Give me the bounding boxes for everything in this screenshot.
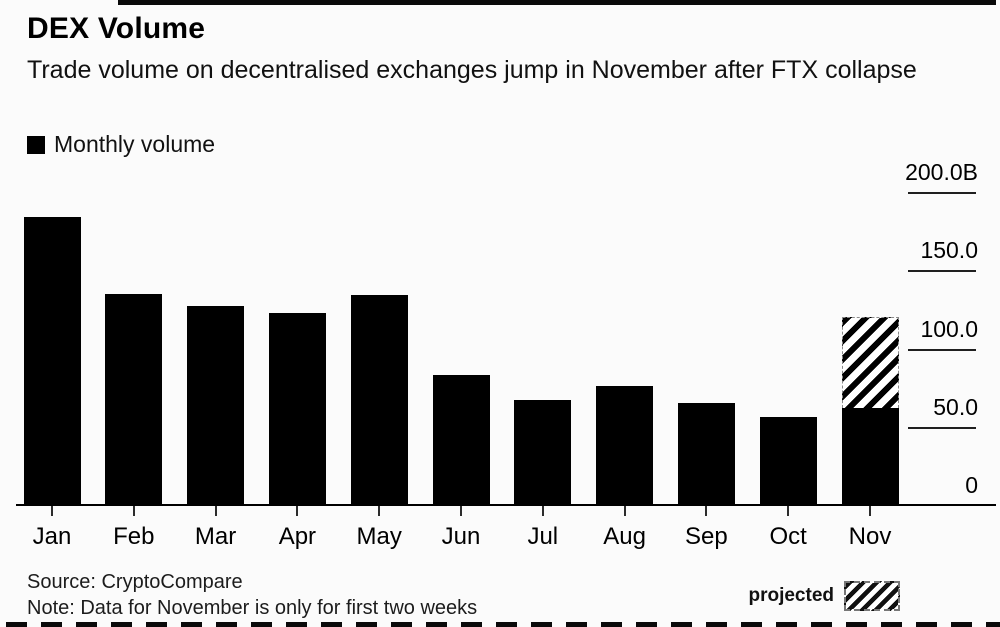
bar-mar [187, 306, 245, 505]
y-axis-tick-line [908, 426, 976, 429]
chart-subtitle: Trade volume on decentralised exchanges … [27, 56, 917, 84]
page-title: DEX Volume [27, 12, 206, 45]
y-axis-tick-label: 200.0B [905, 159, 978, 185]
x-axis-tick [869, 506, 871, 516]
x-axis-label-sep: Sep [685, 523, 728, 550]
bar-may [350, 295, 408, 505]
x-axis-label-feb: Feb [113, 523, 155, 550]
x-axis-tick [541, 506, 544, 516]
x-axis-tick [460, 506, 462, 516]
bar-jul [514, 400, 572, 505]
y-axis-tick-label: 50.0 [933, 393, 978, 420]
x-axis-tick [705, 506, 708, 516]
x-axis-label-aug: Aug [603, 523, 646, 550]
bottom-crop-artifact [6, 622, 1000, 627]
x-axis-label-nov: Nov [848, 523, 892, 550]
x-axis-label-jan: Jan [32, 523, 72, 550]
legend-swatch-icon [27, 135, 45, 154]
projected-legend: projected [700, 581, 900, 611]
x-axis-tick [623, 506, 626, 516]
legend-label: Monthly volume [54, 131, 216, 157]
projected-legend-label: projected [748, 585, 834, 606]
bar-sep [677, 403, 735, 505]
projected-hatch-swatch-icon [844, 581, 900, 611]
x-axis-label-jul: Jul [527, 523, 559, 550]
bar-feb [105, 293, 163, 505]
bar-nov-projected-segment [841, 317, 899, 408]
y-axis-tick-label: 100.0 [920, 315, 978, 342]
x-axis-label-oct: Oct [769, 523, 807, 550]
x-axis-label-may: May [356, 523, 402, 550]
y-axis-tick-label: 0 [965, 472, 978, 498]
x-axis-label-mar: Mar [194, 523, 237, 550]
bar-jun [432, 375, 490, 505]
y-axis-tick-line [908, 270, 976, 273]
x-axis-tick [378, 506, 381, 516]
bar-nov [841, 407, 899, 505]
bar-aug [596, 386, 654, 505]
bar-oct [759, 417, 817, 505]
x-axis-baseline [16, 504, 996, 506]
x-axis-tick [787, 506, 790, 516]
top-crop-artifact [118, 0, 996, 5]
note-text: Note: Data for November is only for firs… [27, 597, 478, 619]
y-axis-tick-label: 150.0 [920, 237, 978, 264]
bar-jan [23, 217, 81, 505]
legend: Monthly volume [27, 131, 215, 158]
x-axis-label-jun: Jun [441, 523, 481, 550]
bar-apr [268, 312, 326, 505]
x-axis-tick [51, 506, 53, 516]
x-axis-tick [132, 506, 135, 516]
x-axis-tick [214, 506, 217, 516]
footnotes: Source: CryptoCompare Note: Data for Nov… [27, 569, 477, 621]
x-axis-tick [296, 506, 299, 516]
source-text: Source: CryptoCompare [27, 571, 243, 593]
x-axis-label-apr: Apr [278, 523, 317, 550]
y-axis-tick-line [908, 348, 976, 351]
y-axis-tick-line [908, 192, 976, 194]
